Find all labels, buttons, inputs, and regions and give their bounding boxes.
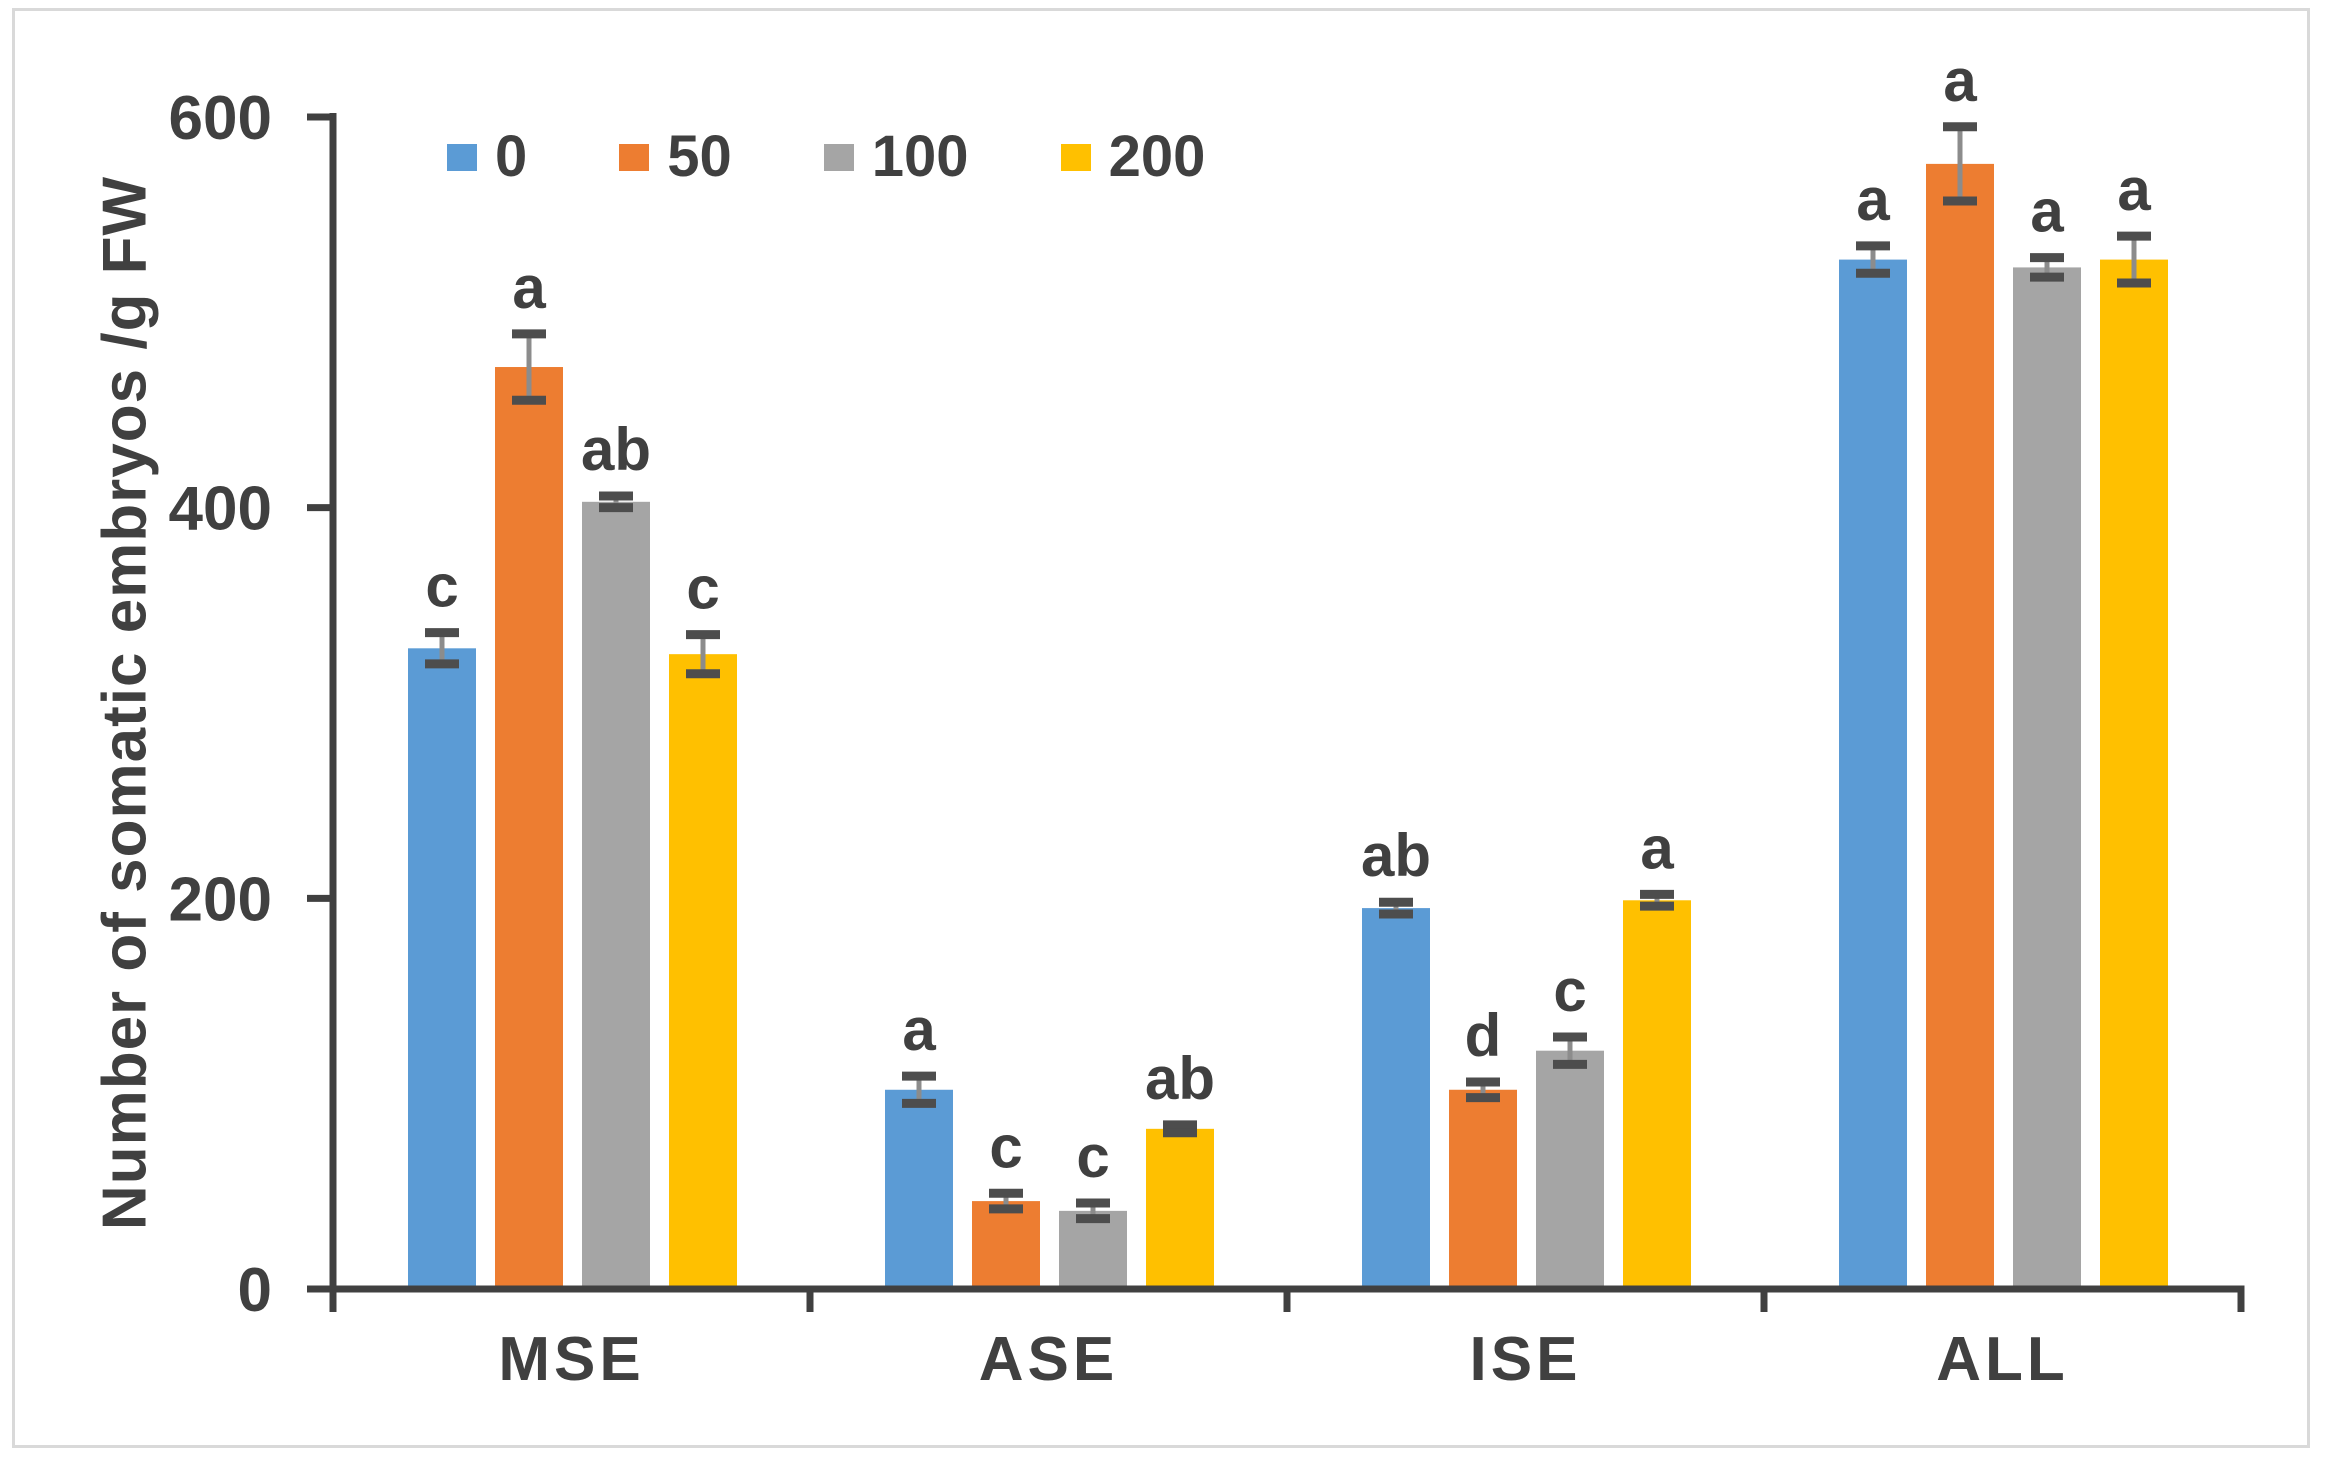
legend-label-series-3: 200: [1108, 124, 1206, 189]
sig-letter-mse-series-200: c: [686, 555, 719, 622]
sig-letter-ise-series-50: d: [1465, 1002, 1502, 1069]
bar-ise-series-100: [1536, 1050, 1604, 1289]
bar-ise-series-0: [1362, 908, 1430, 1289]
legend-swatch-series-1: [619, 143, 650, 171]
bar-all-series-50: [1926, 163, 1994, 1289]
y-tick-label-400: 400: [169, 475, 272, 544]
bar-mse-series-50: [495, 367, 563, 1289]
x-category-label-ise: ISE: [1470, 1325, 1582, 1394]
y-tick-label-0: 0: [238, 1256, 272, 1325]
legend-item-2: 100: [823, 124, 969, 189]
sig-letter-all-series-0: a: [1856, 166, 1890, 233]
sig-letter-mse-series-50: a: [512, 254, 546, 321]
legend-label-series-1: 50: [667, 124, 732, 189]
x-category-label-ase: ASE: [979, 1325, 1118, 1394]
sig-letter-ise-series-200: a: [1640, 814, 1674, 881]
bar-mse-series-200: [669, 654, 737, 1289]
sig-letter-mse-series-100: ab: [581, 416, 651, 483]
legend-item-1: 50: [619, 128, 732, 186]
legend-label-series-0: 0: [495, 124, 528, 189]
y-tick-label-600: 600: [169, 84, 272, 153]
legend: 0 50 100 200: [447, 128, 1205, 186]
legend-swatch-series-0: [447, 143, 477, 171]
bar-mse-series-0: [408, 648, 476, 1289]
sig-letter-all-series-100: a: [2030, 178, 2064, 245]
bar-ase-series-0: [885, 1089, 953, 1289]
x-category-label-mse: MSE: [498, 1325, 644, 1394]
sig-letter-ase-series-100: c: [1076, 1123, 1109, 1190]
y-tick-label-200: 200: [169, 865, 272, 934]
bar-mse-series-100: [582, 501, 650, 1290]
x-category-label-all: ALL: [1936, 1325, 2069, 1394]
sig-letter-ase-series-200: ab: [1145, 1045, 1215, 1112]
legend-label-series-2: 100: [871, 124, 969, 189]
legend-swatch-series-2: [823, 143, 854, 171]
bar-ase-series-100: [1059, 1210, 1127, 1289]
bar-all-series-100: [2013, 267, 2081, 1289]
legend-item-0: 0: [447, 128, 527, 186]
bar-ase-series-50: [972, 1201, 1040, 1289]
legend-swatch-series-3: [1060, 143, 1091, 171]
bar-all-series-200: [2100, 259, 2168, 1290]
sig-letter-ase-series-50: c: [989, 1113, 1022, 1180]
sig-letter-mse-series-0: c: [425, 553, 458, 620]
y-axis-title: Number of somatic embryos /g FW: [90, 175, 160, 1231]
sig-letter-ise-series-0: ab: [1361, 822, 1431, 889]
legend-item-3: 200: [1060, 124, 1206, 189]
bar-ise-series-50: [1449, 1089, 1517, 1289]
bar-ase-series-200: [1146, 1128, 1214, 1289]
sig-letter-ise-series-100: c: [1553, 957, 1586, 1024]
bar-ise-series-200: [1623, 900, 1691, 1289]
sig-letter-all-series-50: a: [1943, 47, 1977, 114]
bar-all-series-0: [1839, 259, 1907, 1290]
sig-letter-ase-series-0: a: [902, 996, 936, 1063]
sig-letter-all-series-200: a: [2117, 156, 2151, 223]
